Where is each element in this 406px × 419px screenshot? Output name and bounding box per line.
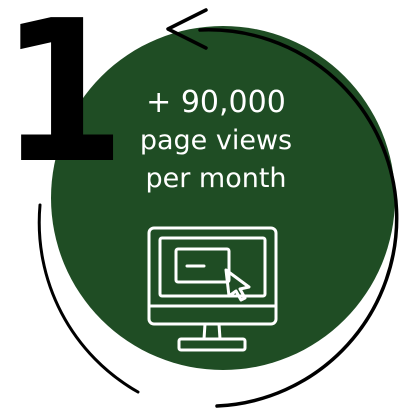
- circular-arrow-icon: [198, 28, 399, 408]
- green-circle: [51, 26, 395, 370]
- stat-text: + 90,000 page views per month: [120, 84, 312, 198]
- white-inner-arc: [46, 230, 144, 354]
- stat-label-line-2: per month: [145, 163, 287, 194]
- arrow-tail-left: [37, 203, 140, 394]
- arrow-head-icon: [166, 8, 208, 50]
- rank-number: 1: [0, 0, 126, 207]
- stat-label-line-1: page views: [139, 125, 293, 156]
- stat-value: + 90,000: [146, 85, 286, 120]
- monitor-cursor-icon: [147, 226, 278, 352]
